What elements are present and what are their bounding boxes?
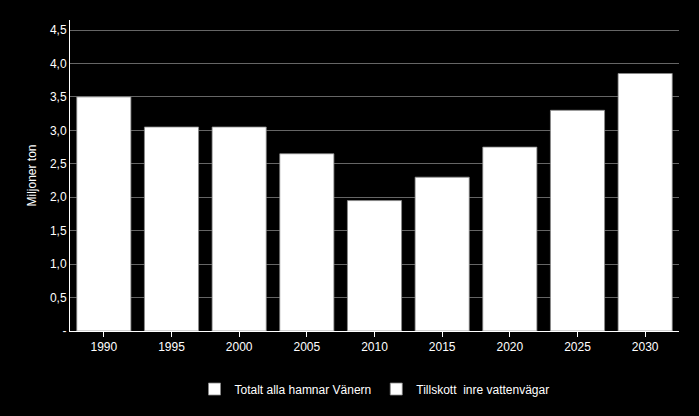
svg-text:2010: 2010 xyxy=(361,340,388,354)
svg-text:2020: 2020 xyxy=(496,340,523,354)
svg-text:1,0: 1,0 xyxy=(50,257,67,271)
svg-text:2,0: 2,0 xyxy=(50,190,67,204)
svg-text:0,5: 0,5 xyxy=(50,291,67,305)
svg-text:2000: 2000 xyxy=(226,340,253,354)
svg-text:1990: 1990 xyxy=(90,340,117,354)
svg-text:2,5: 2,5 xyxy=(50,157,67,171)
svg-text:1995: 1995 xyxy=(158,340,185,354)
svg-text:2025: 2025 xyxy=(564,340,591,354)
svg-text:2005: 2005 xyxy=(293,340,320,354)
svg-text:-: - xyxy=(63,324,67,338)
svg-text:2030: 2030 xyxy=(632,340,659,354)
svg-text:4,5: 4,5 xyxy=(50,23,67,37)
svg-text:3,0: 3,0 xyxy=(50,124,67,138)
svg-text:1,5: 1,5 xyxy=(50,224,67,238)
svg-text:Tillskott inre vattenvägar: Tillskott inre vattenvägar xyxy=(416,383,549,397)
svg-text:4,0: 4,0 xyxy=(50,57,67,71)
svg-text:Totalt alla hamnar Vänern: Totalt alla hamnar Vänern xyxy=(235,383,372,397)
svg-text:2015: 2015 xyxy=(429,340,456,354)
svg-text:3,5: 3,5 xyxy=(50,90,67,104)
svg-text:Miljoner ton: Miljoner ton xyxy=(25,144,39,206)
